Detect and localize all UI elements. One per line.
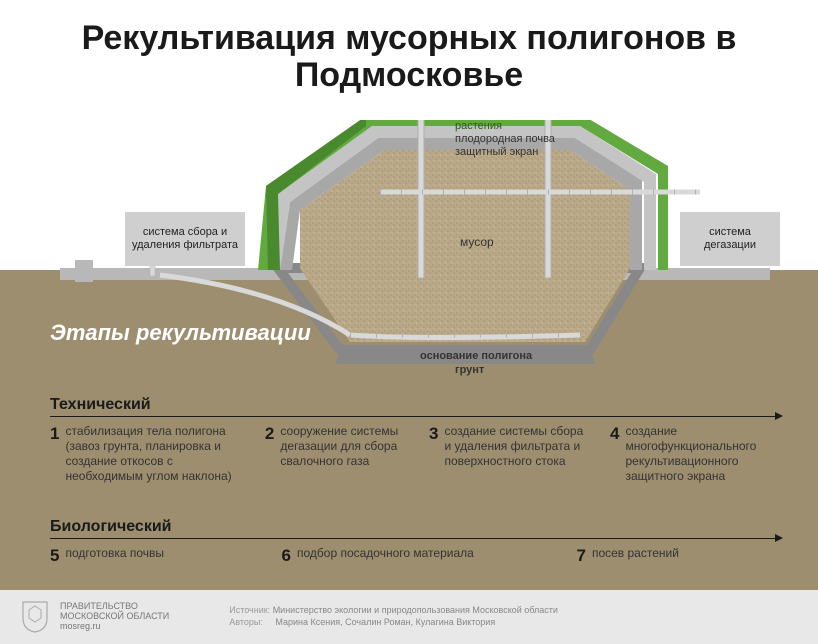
authors-text: Марина Ксения, Сочалин Роман, Кулагина В… <box>275 617 495 627</box>
bio-step-5: 5 подготовка почвы <box>50 546 262 566</box>
tech-step-2: 2 сооружение системы дегазации для сбора… <box>265 424 409 484</box>
biological-arrow-line <box>50 538 778 539</box>
step-text: создание системы сбора и удаления фильтр… <box>444 424 590 469</box>
step-text: создание многофункционального рекультива… <box>626 424 789 484</box>
label-waste: мусор <box>460 235 494 249</box>
source-label: Источник: <box>229 605 270 615</box>
step-num: 2 <box>265 424 274 444</box>
label-topsoil: плодородная почва <box>455 133 555 145</box>
label-ground: грунт <box>455 364 484 376</box>
footer: ПРАВИТЕЛЬСТВО МОСКОВСКОЙ ОБЛАСТИ mosreg.… <box>0 590 818 644</box>
footer-org: ПРАВИТЕЛЬСТВО МОСКОВСКОЙ ОБЛАСТИ mosreg.… <box>60 602 169 632</box>
technical-heading: Технический <box>50 396 151 414</box>
label-screen: защитный экран <box>455 146 538 158</box>
biological-arrow-head <box>775 534 783 542</box>
step-text: стабилизация тела полигона (завоз грунта… <box>65 424 244 484</box>
step-text: подбор посадочного материала <box>297 546 474 561</box>
step-num: 7 <box>576 546 585 566</box>
org-site: mosreg.ru <box>60 622 169 632</box>
footer-left: ПРАВИТЕЛЬСТВО МОСКОВСКОЙ ОБЛАСТИ mosreg.… <box>20 600 169 634</box>
authors-label: Авторы: <box>229 617 263 627</box>
stages-title: Этапы рекультивации <box>50 320 311 346</box>
step-num: 1 <box>50 424 59 444</box>
step-text: подготовка почвы <box>65 546 164 561</box>
bio-step-6: 6 подбор посадочного материала <box>282 546 557 566</box>
tech-step-1: 1 стабилизация тела полигона (завоз грун… <box>50 424 245 484</box>
label-plants: растения <box>455 120 502 132</box>
step-num: 3 <box>429 424 438 444</box>
degassing-system-box: система дегазации <box>680 212 780 266</box>
tech-step-3: 3 создание системы сбора и удаления филь… <box>429 424 590 484</box>
step-text: посев растений <box>592 546 679 561</box>
step-num: 5 <box>50 546 59 566</box>
label-base: основание полигона <box>420 350 532 362</box>
infographic-page: Рекультивация мусорных полигонов в Подмо… <box>0 0 818 644</box>
biological-heading: Биологический <box>50 518 172 536</box>
technical-arrow-line <box>50 416 778 417</box>
tech-step-4: 4 создание многофункционального рекульти… <box>610 424 788 484</box>
page-title: Рекультивация мусорных полигонов в Подмо… <box>0 20 818 95</box>
source-text: Министерство экологии и природопользован… <box>273 605 558 615</box>
bio-step-7: 7 посев растений <box>576 546 788 566</box>
leachate-system-box: система сбора и удаления фильтрата <box>125 212 245 266</box>
biological-steps: 5 подготовка почвы 6 подбор посадочного … <box>50 546 788 566</box>
footer-meta: Источник: Министерство экологии и природ… <box>229 605 558 628</box>
crest-icon <box>20 600 50 634</box>
step-num: 6 <box>282 546 291 566</box>
technical-steps: 1 стабилизация тела полигона (завоз грун… <box>50 424 788 484</box>
step-text: сооружение системы дегазации для сбора с… <box>280 424 409 469</box>
step-num: 4 <box>610 424 619 444</box>
technical-arrow-head <box>775 412 783 420</box>
